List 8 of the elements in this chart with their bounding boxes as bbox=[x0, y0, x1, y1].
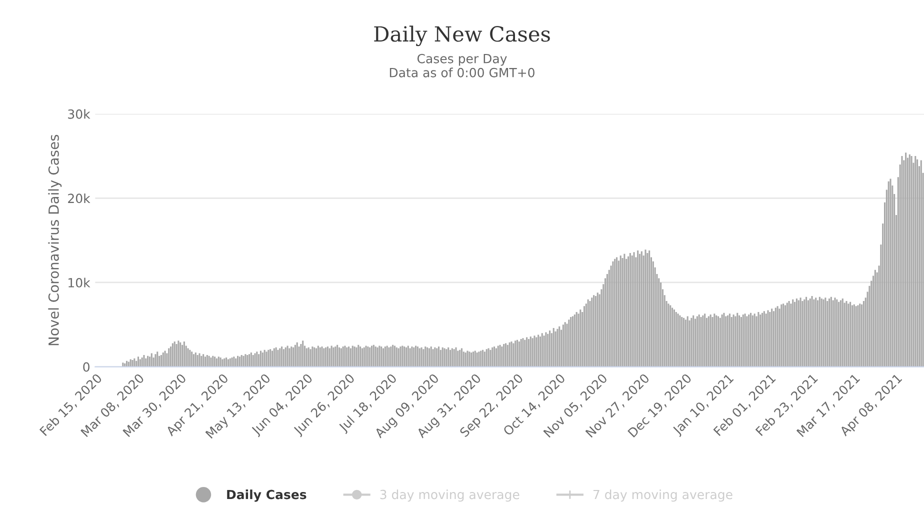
y-tick-label: 0 bbox=[83, 362, 90, 372]
chart-subtitle: Cases per Day Data as of 0:00 GMT+0 bbox=[390, 54, 534, 78]
y-axis-title: Novel Coronavirus Daily Cases bbox=[48, 134, 62, 346]
legend-label: Daily Cases bbox=[227, 490, 306, 502]
y-tick-label: 10k bbox=[68, 278, 90, 288]
chart-title: Daily New Cases bbox=[374, 26, 550, 46]
y-tick-label: 20k bbox=[68, 193, 90, 204]
y-tick-label: 30k bbox=[68, 109, 90, 119]
